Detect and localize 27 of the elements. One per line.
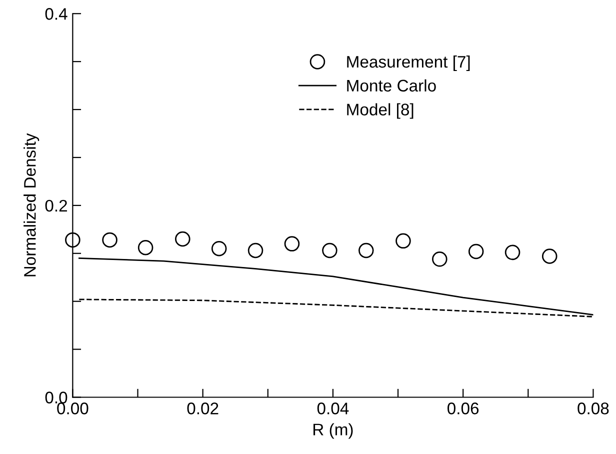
x-axis-title: R (m) [313, 423, 353, 439]
x-tick-label: 0.04 [317, 402, 349, 414]
point [284, 236, 300, 252]
y-tick-label: 0.4 [45, 8, 68, 20]
x-tick-label: 0.06 [448, 402, 479, 414]
point [504, 244, 520, 260]
legend-label: Model [8] [347, 103, 414, 119]
x-tick-label: 0.02 [187, 402, 218, 414]
point [65, 232, 80, 248]
point [322, 242, 338, 258]
x-tick-label: 0.00 [57, 402, 88, 414]
x-tick-label: 0.08 [578, 402, 609, 414]
point [138, 240, 154, 256]
point [102, 232, 118, 248]
legend-label: Monte Carlo [347, 79, 436, 92]
point [358, 242, 374, 258]
point [542, 248, 558, 264]
y-tick-label: 0.0 [45, 392, 68, 404]
point [211, 240, 227, 256]
y-tick-label: 0.2 [45, 200, 67, 212]
point [432, 252, 448, 267]
point [468, 244, 484, 260]
point [248, 242, 264, 258]
point [396, 233, 411, 249]
legend-label: Measurement [7] [347, 55, 470, 72]
y-axis-title: Normalized Density [24, 133, 40, 276]
point [175, 231, 190, 247]
